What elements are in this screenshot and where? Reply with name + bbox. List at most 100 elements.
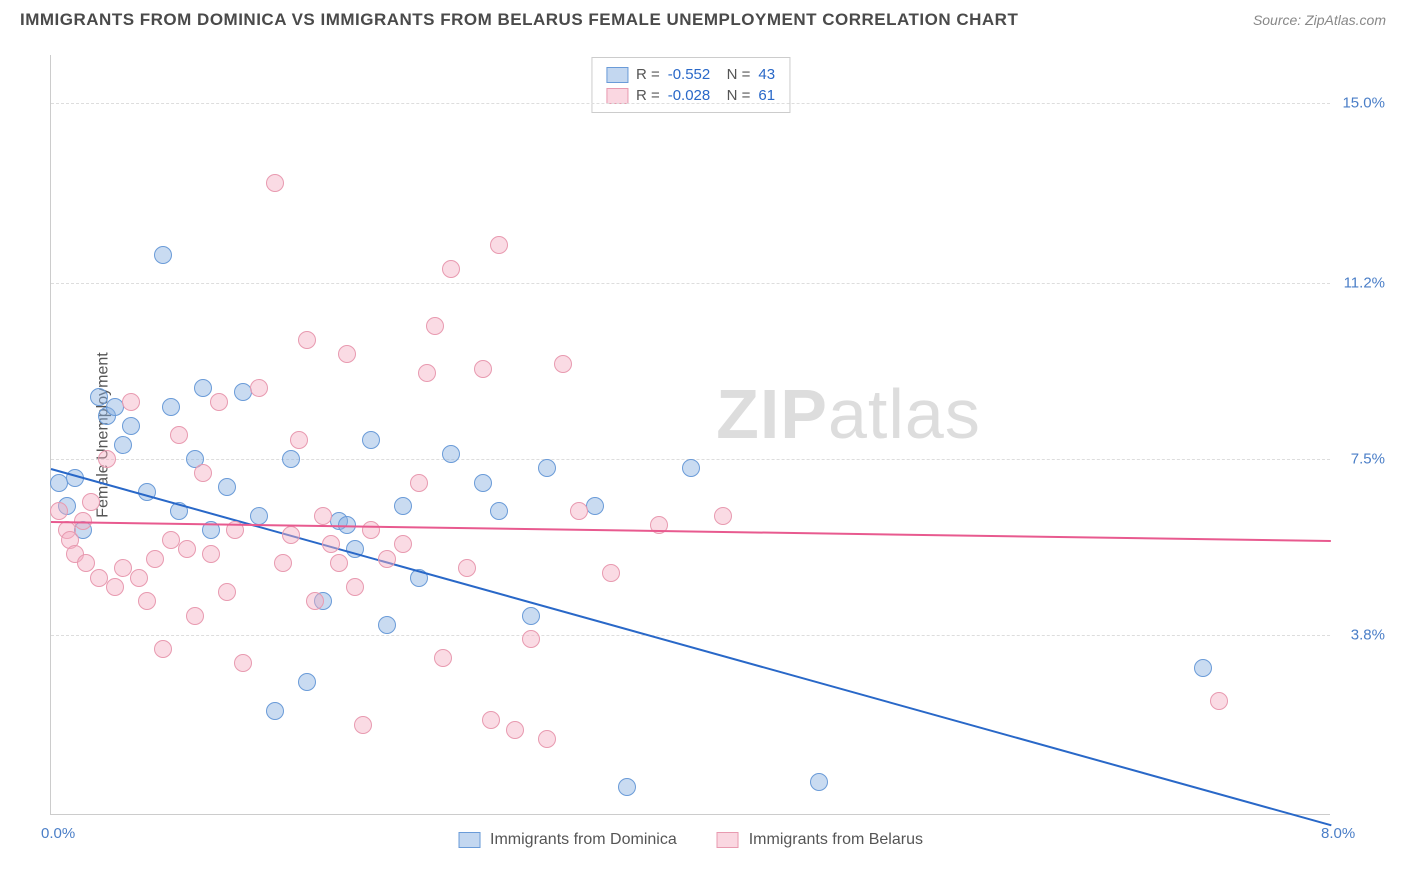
- gridline: [51, 635, 1330, 636]
- data-point: [170, 426, 188, 444]
- chart-source: Source: ZipAtlas.com: [1253, 12, 1386, 28]
- data-point: [394, 497, 412, 515]
- data-point: [266, 702, 284, 720]
- data-point: [290, 431, 308, 449]
- data-point: [154, 640, 172, 658]
- y-axis-label: Female Unemployment: [95, 352, 113, 517]
- data-point: [442, 260, 460, 278]
- data-point: [186, 607, 204, 625]
- x-tick-label: 0.0%: [41, 825, 75, 842]
- data-point: [378, 616, 396, 634]
- scatter-chart: Female Unemployment ZIPatlas R = -0.552 …: [50, 55, 1386, 815]
- data-point: [442, 445, 460, 463]
- gridline: [51, 103, 1330, 104]
- data-point: [162, 398, 180, 416]
- data-point: [458, 559, 476, 577]
- stat-r-label: R =: [636, 87, 660, 104]
- data-point: [306, 592, 324, 610]
- data-point: [586, 497, 604, 515]
- data-point: [322, 535, 340, 553]
- legend-stats-row-0: R = -0.552 N = 43: [606, 64, 775, 85]
- data-point: [426, 317, 444, 335]
- y-tick-label: 15.0%: [1342, 94, 1385, 111]
- data-point: [570, 502, 588, 520]
- data-point: [362, 431, 380, 449]
- data-point: [1194, 659, 1212, 677]
- data-point: [538, 459, 556, 477]
- data-point: [482, 711, 500, 729]
- data-point: [810, 773, 828, 791]
- data-point: [1210, 692, 1228, 710]
- data-point: [490, 236, 508, 254]
- legend-bottom: Immigrants from Dominica Immigrants from…: [458, 831, 923, 849]
- data-point: [418, 364, 436, 382]
- watermark-atlas: atlas: [828, 375, 981, 453]
- data-point: [618, 778, 636, 796]
- chart-header: IMMIGRANTS FROM DOMINICA VS IMMIGRANTS F…: [0, 0, 1406, 30]
- data-point: [122, 393, 140, 411]
- data-point: [522, 607, 540, 625]
- y-tick-label: 11.2%: [1344, 275, 1385, 292]
- data-point: [266, 174, 284, 192]
- data-point: [474, 360, 492, 378]
- stat-n-label: N =: [718, 66, 750, 83]
- legend-item-0: Immigrants from Dominica: [458, 831, 677, 849]
- stat-n-1: 61: [758, 87, 775, 104]
- stat-r-label: R =: [636, 66, 660, 83]
- chart-title: IMMIGRANTS FROM DOMINICA VS IMMIGRANTS F…: [20, 10, 1018, 30]
- y-tick-label: 7.5%: [1351, 450, 1385, 467]
- swatch-pink-icon: [606, 88, 628, 104]
- legend-stats: R = -0.552 N = 43 R = -0.028 N = 61: [591, 57, 790, 113]
- y-tick-label: 3.8%: [1351, 626, 1385, 643]
- data-point: [218, 583, 236, 601]
- data-point: [298, 331, 316, 349]
- data-point: [234, 654, 252, 672]
- data-point: [146, 550, 164, 568]
- data-point: [98, 450, 116, 468]
- data-point: [354, 716, 372, 734]
- swatch-blue-icon: [606, 67, 628, 83]
- data-point: [714, 507, 732, 525]
- data-point: [298, 673, 316, 691]
- stat-n-label: N =: [718, 87, 750, 104]
- data-point: [282, 450, 300, 468]
- data-point: [114, 436, 132, 454]
- watermark-zip: ZIP: [716, 375, 828, 453]
- watermark: ZIPatlas: [716, 374, 981, 454]
- x-tick-label: 8.0%: [1321, 825, 1355, 842]
- data-point: [194, 464, 212, 482]
- data-point: [250, 379, 268, 397]
- data-point: [250, 507, 268, 525]
- data-point: [154, 246, 172, 264]
- data-point: [202, 545, 220, 563]
- data-point: [362, 521, 380, 539]
- data-point: [410, 474, 428, 492]
- stat-r-1: -0.028: [668, 87, 711, 104]
- stat-n-0: 43: [758, 66, 775, 83]
- data-point: [194, 379, 212, 397]
- data-point: [394, 535, 412, 553]
- swatch-pink-icon: [717, 832, 739, 848]
- data-point: [218, 478, 236, 496]
- data-point: [82, 493, 100, 511]
- data-point: [122, 417, 140, 435]
- data-point: [210, 393, 228, 411]
- trend-line: [51, 468, 1332, 826]
- data-point: [314, 507, 332, 525]
- legend-item-1: Immigrants from Belarus: [717, 831, 923, 849]
- data-point: [602, 564, 620, 582]
- data-point: [282, 526, 300, 544]
- data-point: [274, 554, 292, 572]
- data-point: [522, 630, 540, 648]
- data-point: [434, 649, 452, 667]
- data-point: [346, 578, 364, 596]
- data-point: [378, 550, 396, 568]
- data-point: [50, 502, 68, 520]
- stat-r-0: -0.552: [668, 66, 711, 83]
- data-point: [138, 592, 156, 610]
- data-point: [338, 345, 356, 363]
- data-point: [474, 474, 492, 492]
- data-point: [106, 578, 124, 596]
- swatch-blue-icon: [458, 832, 480, 848]
- legend-label-1: Immigrants from Belarus: [749, 831, 923, 849]
